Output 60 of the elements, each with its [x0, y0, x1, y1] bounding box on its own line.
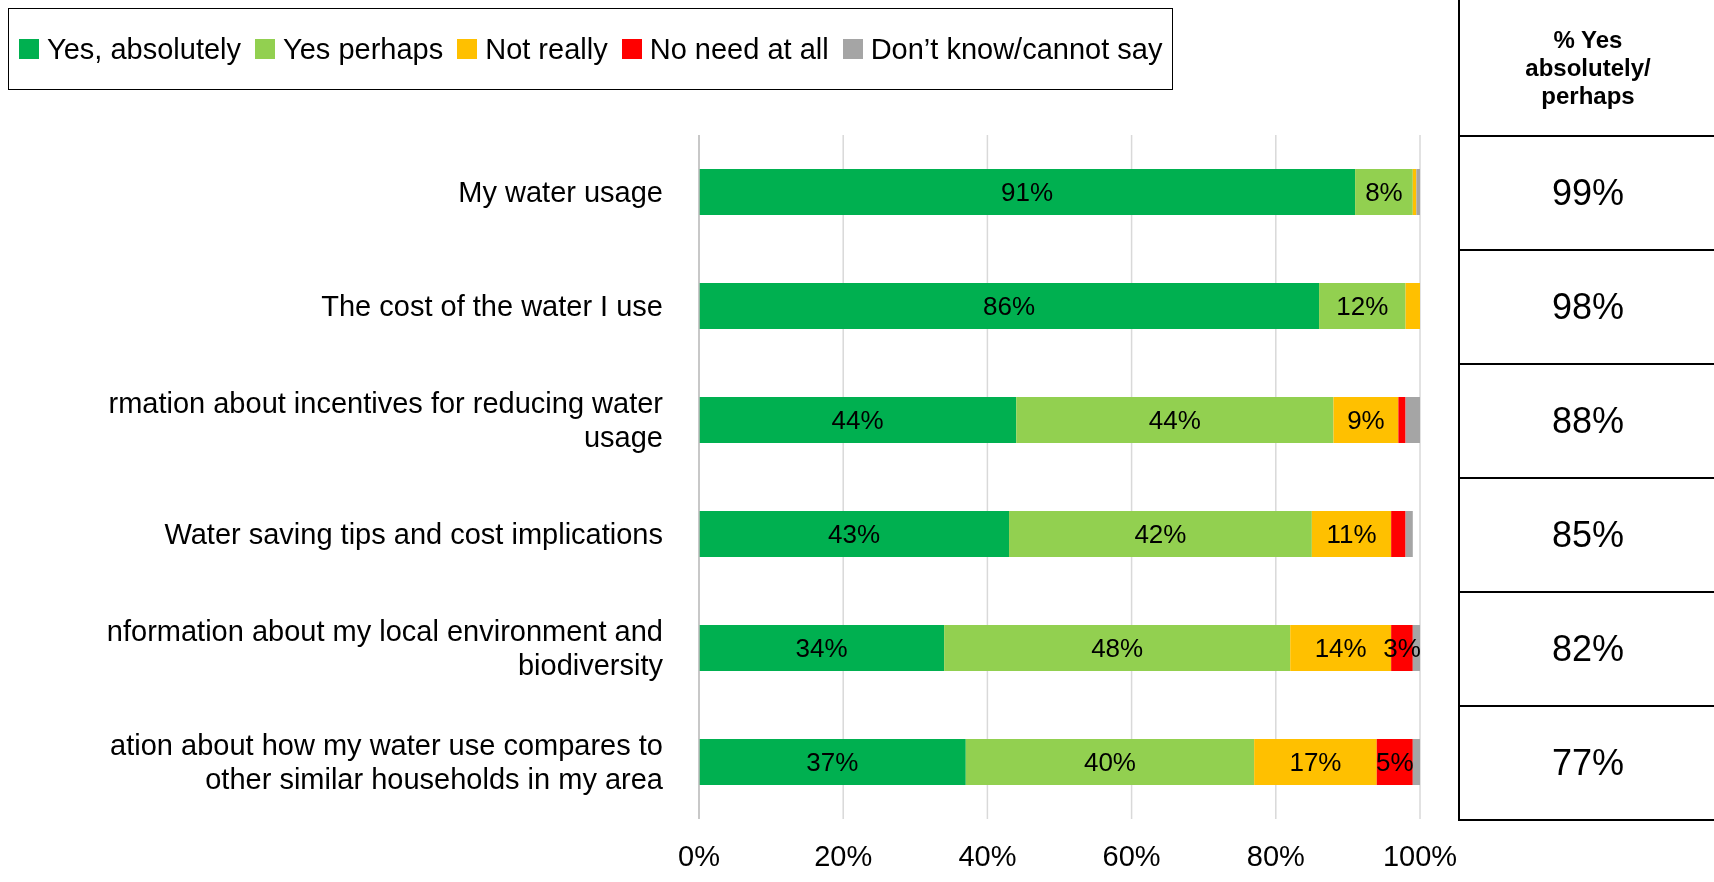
y-tick-label: nformation about my local environment and biodiversity [106, 615, 664, 681]
y-tick-label: ation about how my water use compares to other similar households in my area [110, 729, 664, 795]
bar [1319, 283, 1406, 329]
y-tick-label: My water usage [458, 176, 663, 208]
y-tick-label: Water saving tips and cost implications [164, 518, 663, 550]
text: 77% [1460, 705, 1714, 821]
y-tick-label: The cost of the water I use [321, 290, 663, 322]
data-label: 42% [1134, 519, 1187, 549]
legend-label: No need at all [649, 32, 829, 66]
bar [699, 511, 1010, 557]
bar [1416, 169, 1420, 215]
bar [1254, 739, 1377, 785]
bar [699, 739, 966, 785]
bar [1398, 397, 1406, 443]
text: % Yes absolutely/ perhaps [1524, 24, 1652, 111]
text: 99% [1460, 135, 1714, 249]
bar [699, 397, 1017, 443]
y-tick-label: rmation about incentives for reducing water usage [108, 387, 664, 453]
data-label: 34% [795, 633, 848, 663]
bar [699, 283, 1320, 329]
x-tick-label: 100% [1382, 839, 1458, 872]
data-label: 86% [983, 291, 1036, 321]
bar [1016, 397, 1334, 443]
data-label: 12% [1336, 291, 1389, 321]
x-tick-label: 80% [1246, 839, 1305, 872]
text: 98% [1460, 249, 1714, 363]
bar [1009, 511, 1312, 557]
data-label: 8% [1365, 177, 1403, 207]
text: 88% [1460, 363, 1714, 477]
bar [1405, 283, 1420, 329]
data-label: 48% [1091, 633, 1144, 663]
data-label: 44% [1148, 405, 1201, 435]
x-tick-label: 60% [1102, 839, 1161, 872]
x-tick-label: 0% [678, 839, 720, 872]
data-label: 37% [806, 747, 859, 777]
data-label: 40% [1083, 747, 1136, 777]
data-label: 44% [831, 405, 884, 435]
legend-label: Not really [485, 32, 608, 66]
bar [1412, 739, 1420, 785]
legend-label: Don’t know/cannot say [870, 32, 1163, 66]
bar [1405, 511, 1413, 557]
legend-label: Yes perhaps [283, 32, 444, 66]
bar [699, 169, 1356, 215]
bar [965, 739, 1255, 785]
data-label: 17% [1289, 747, 1342, 777]
data-label: 91% [1001, 177, 1054, 207]
legend-label: Yes, absolutely [47, 32, 242, 66]
x-tick-label: 40% [958, 839, 1017, 872]
data-label: 43% [827, 519, 881, 549]
data-label: 9% [1347, 405, 1385, 435]
data-label: 11% [1326, 519, 1377, 549]
text: 85% [1460, 477, 1714, 591]
bar [1405, 397, 1420, 443]
x-tick-label: 20% [814, 839, 873, 872]
data-label: 5% [1375, 747, 1414, 777]
text: 82% [1460, 591, 1714, 705]
data-label: 14% [1314, 633, 1367, 663]
bar [1391, 511, 1406, 557]
bar [944, 625, 1291, 671]
bar [699, 625, 945, 671]
